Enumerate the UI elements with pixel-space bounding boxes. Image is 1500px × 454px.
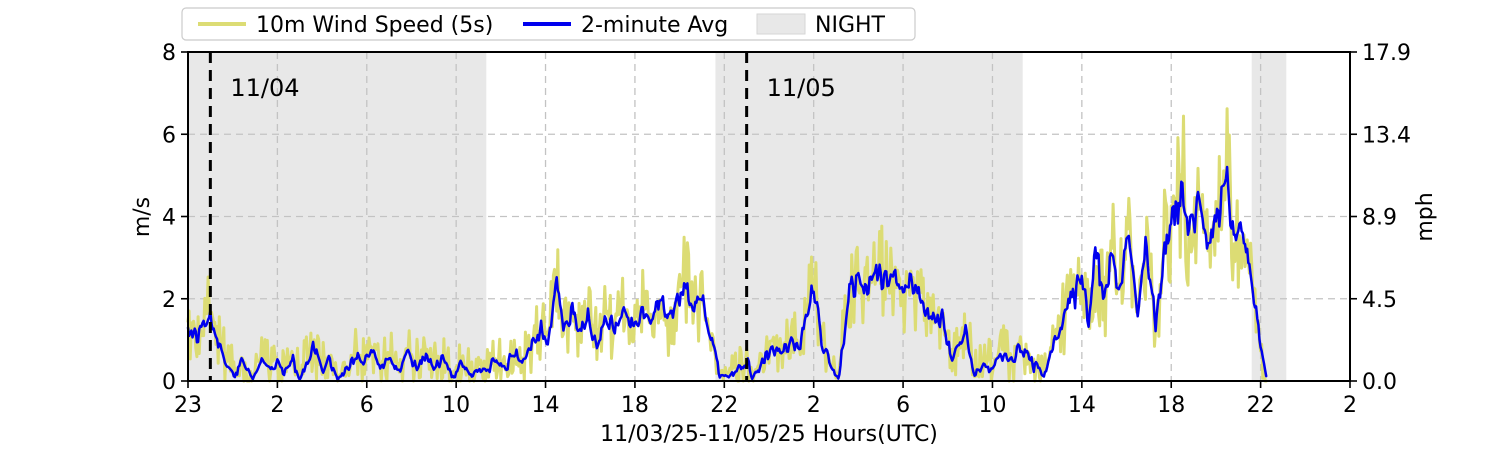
x-tick-label: 18 xyxy=(1157,393,1185,418)
x-tick-label: 18 xyxy=(621,393,649,418)
y-axis-label-right: mph xyxy=(1413,192,1438,241)
x-tick-label: 10 xyxy=(442,393,470,418)
night-band xyxy=(715,52,1023,381)
day-label: 11/04 xyxy=(230,74,299,102)
y-tick-label-left: 0 xyxy=(162,370,176,395)
y-tick-label-right: 8.9 xyxy=(1362,206,1397,231)
y-axis-label-left: m/s xyxy=(130,197,155,237)
legend-night-patch xyxy=(756,13,806,35)
y-tick-label-left: 4 xyxy=(162,206,176,231)
legend-label-2min: 2-minute Avg xyxy=(581,13,728,38)
y-tick-label-right: 4.5 xyxy=(1362,288,1397,313)
x-tick-label: 22 xyxy=(710,393,738,418)
y-tick-label-right: 13.4 xyxy=(1362,123,1411,148)
y-tick-label-right: 0.0 xyxy=(1362,370,1397,395)
x-tick-label: 2 xyxy=(807,393,821,418)
y-tick-label-left: 8 xyxy=(162,41,176,66)
y-tick-label-right: 17.9 xyxy=(1362,41,1411,66)
legend-label-night: NIGHT xyxy=(815,13,886,38)
x-tick-label: 6 xyxy=(896,393,910,418)
x-tick-label: 22 xyxy=(1247,393,1275,418)
x-tick-label: 6 xyxy=(360,393,374,418)
x-axis-label: 11/03/25-11/05/25 Hours(UTC) xyxy=(600,422,938,447)
x-tick-label: 2 xyxy=(1343,393,1357,418)
legend-label-5s: 10m Wind Speed (5s) xyxy=(256,13,493,38)
y-tick-label-left: 2 xyxy=(162,288,176,313)
day-label: 11/05 xyxy=(767,74,836,102)
x-tick-label: 10 xyxy=(978,393,1006,418)
x-tick-label: 23 xyxy=(174,393,202,418)
x-tick-label: 2 xyxy=(270,393,284,418)
x-tick-label: 14 xyxy=(1068,393,1096,418)
x-tick-label: 14 xyxy=(532,393,560,418)
wind-2min-avg-line xyxy=(186,165,1268,382)
y-tick-label-left: 6 xyxy=(162,123,176,148)
